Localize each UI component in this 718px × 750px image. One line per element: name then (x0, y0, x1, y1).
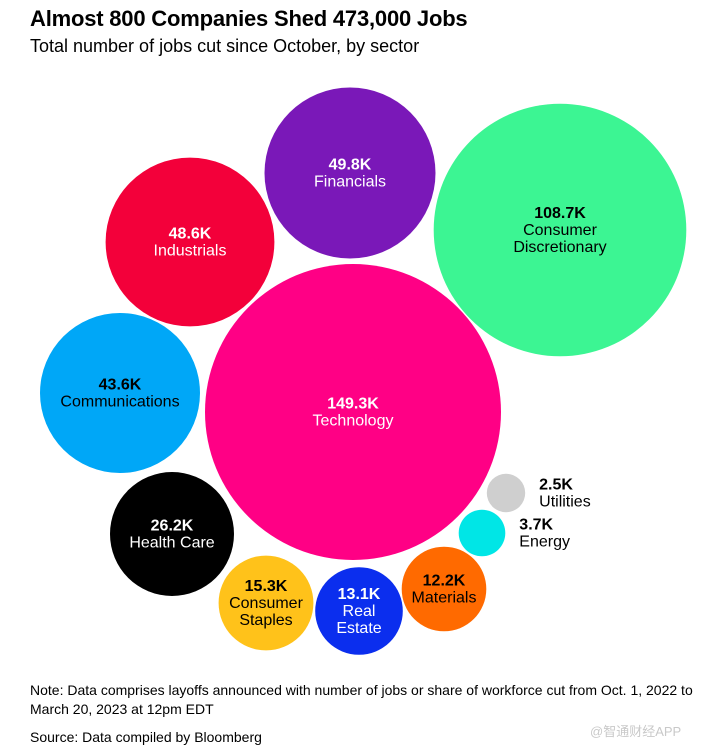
chart-source: Source: Data compiled by Bloomberg (30, 729, 262, 745)
bubble-value-industrials: 48.6K (169, 226, 212, 243)
bubble-label-energy: Energy (519, 534, 570, 551)
bubble-value-communications: 43.6K (99, 377, 142, 394)
bubble-label-consumer-discretionary: Discretionary (513, 239, 606, 256)
bubble-value-consumer-staples: 15.3K (245, 578, 288, 595)
bubble-circle-materials (401, 546, 487, 632)
chart-title: Almost 800 Companies Shed 473,000 Jobs (30, 6, 468, 31)
bubble-circle-financials (264, 87, 436, 259)
bubble-circle-consumer-discretionary (433, 103, 687, 357)
bubble-value-energy: 3.7K (519, 517, 553, 534)
chart-subtitle: Total number of jobs cut since October, … (30, 36, 420, 56)
chart-note: Note: Data comprises layoffs announced w… (30, 682, 693, 717)
bubble-label-materials: Materials (412, 590, 477, 607)
bubble-value-real-estate: 13.1K (338, 586, 381, 603)
bubble-circle-communications (40, 313, 200, 473)
bubble-label-consumer-discretionary: Consumer (523, 222, 597, 239)
bubble-label-real-estate: Estate (336, 620, 381, 637)
bubble-label-financials: Financials (314, 174, 386, 191)
watermark: @智通财经APP (590, 724, 682, 739)
bubble-value-consumer-discretionary: 108.7K (534, 205, 586, 222)
bubble-label-technology: Technology (313, 413, 394, 430)
bubble-label-industrials: Industrials (154, 243, 227, 260)
bubble-label-communications: Communications (60, 394, 179, 411)
bubble-label-utilities: Utilities (539, 494, 591, 511)
bubble-chart: 149.3KTechnology108.7KConsumerDiscretion… (40, 87, 687, 655)
bubble-circle-industrials (105, 157, 275, 327)
bubble-value-financials: 49.8K (329, 157, 372, 174)
bubble-label-health-care: Health Care (129, 535, 214, 552)
bubble-circle-real-estate (315, 567, 403, 655)
bubble-circle-energy (458, 509, 506, 557)
bubble-label-real-estate: Real (343, 603, 376, 620)
bubble-circle-utilities (486, 473, 526, 513)
bubble-circle-technology (205, 264, 501, 560)
bubble-value-utilities: 2.5K (539, 477, 573, 494)
bubble-circle-health-care (110, 472, 234, 596)
bubble-label-consumer-staples: Consumer (229, 595, 303, 612)
bubble-value-materials: 12.2K (423, 573, 466, 590)
bubble-value-technology: 149.3K (327, 396, 379, 413)
bubble-value-health-care: 26.2K (151, 518, 194, 535)
bubble-circle-consumer-staples (218, 555, 314, 651)
bubble-label-consumer-staples: Staples (239, 612, 292, 629)
